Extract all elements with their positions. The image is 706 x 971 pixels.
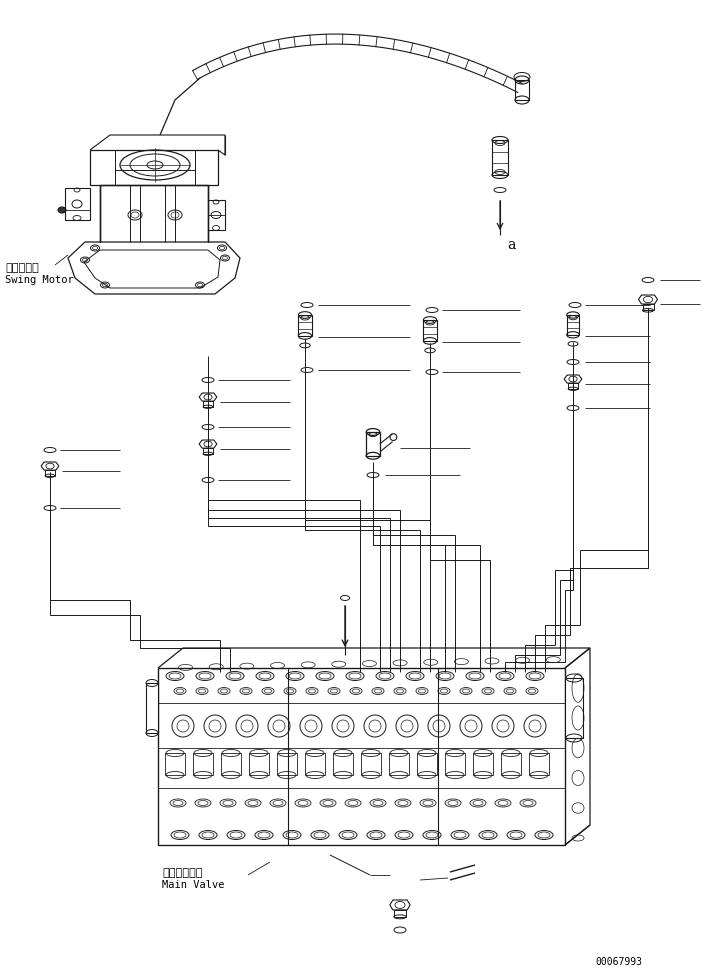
Bar <box>45 470 55 476</box>
Ellipse shape <box>102 284 107 286</box>
Bar <box>389 753 409 775</box>
Ellipse shape <box>316 672 334 681</box>
Bar <box>424 320 436 341</box>
Bar <box>445 753 465 775</box>
Ellipse shape <box>496 672 514 681</box>
Bar <box>642 304 654 311</box>
Bar <box>203 448 213 453</box>
Bar <box>299 315 311 336</box>
Bar <box>305 753 325 775</box>
Bar <box>158 668 565 845</box>
Bar <box>417 753 437 775</box>
Ellipse shape <box>217 245 227 251</box>
Bar <box>193 753 213 775</box>
Ellipse shape <box>226 672 244 681</box>
Ellipse shape <box>222 256 227 260</box>
Ellipse shape <box>166 672 184 681</box>
Ellipse shape <box>92 247 97 250</box>
Bar <box>565 678 583 738</box>
Ellipse shape <box>58 207 66 213</box>
Ellipse shape <box>220 255 229 261</box>
Bar <box>492 140 508 175</box>
Ellipse shape <box>346 672 364 681</box>
Ellipse shape <box>256 672 274 681</box>
Ellipse shape <box>406 672 424 681</box>
Ellipse shape <box>196 672 214 681</box>
Bar <box>221 753 241 775</box>
Ellipse shape <box>198 284 203 286</box>
Ellipse shape <box>466 672 484 681</box>
Ellipse shape <box>286 672 304 681</box>
Ellipse shape <box>526 672 544 681</box>
Ellipse shape <box>100 282 109 288</box>
Ellipse shape <box>436 672 454 681</box>
Bar <box>277 753 297 775</box>
Text: メインバルブ: メインバルブ <box>162 868 203 878</box>
Text: Main Valve: Main Valve <box>162 880 225 890</box>
Bar <box>568 384 578 388</box>
Bar <box>146 683 158 733</box>
Bar <box>501 753 521 775</box>
Text: 旋回モータ: 旋回モータ <box>5 263 39 273</box>
Bar <box>473 753 493 775</box>
Ellipse shape <box>90 245 100 251</box>
Bar <box>165 753 185 775</box>
Ellipse shape <box>80 257 90 263</box>
Bar <box>394 910 406 917</box>
Bar <box>203 401 213 407</box>
Ellipse shape <box>376 672 394 681</box>
Text: a: a <box>507 238 515 252</box>
Bar <box>249 753 269 775</box>
Bar <box>366 432 380 455</box>
Text: 00067993: 00067993 <box>595 957 642 967</box>
Bar <box>333 753 353 775</box>
Text: Swing Motor: Swing Motor <box>5 275 73 285</box>
Ellipse shape <box>220 247 225 250</box>
Ellipse shape <box>196 282 205 288</box>
Bar <box>515 80 529 100</box>
Bar <box>567 315 580 335</box>
Bar <box>361 753 381 775</box>
Ellipse shape <box>83 258 88 262</box>
Bar <box>529 753 549 775</box>
